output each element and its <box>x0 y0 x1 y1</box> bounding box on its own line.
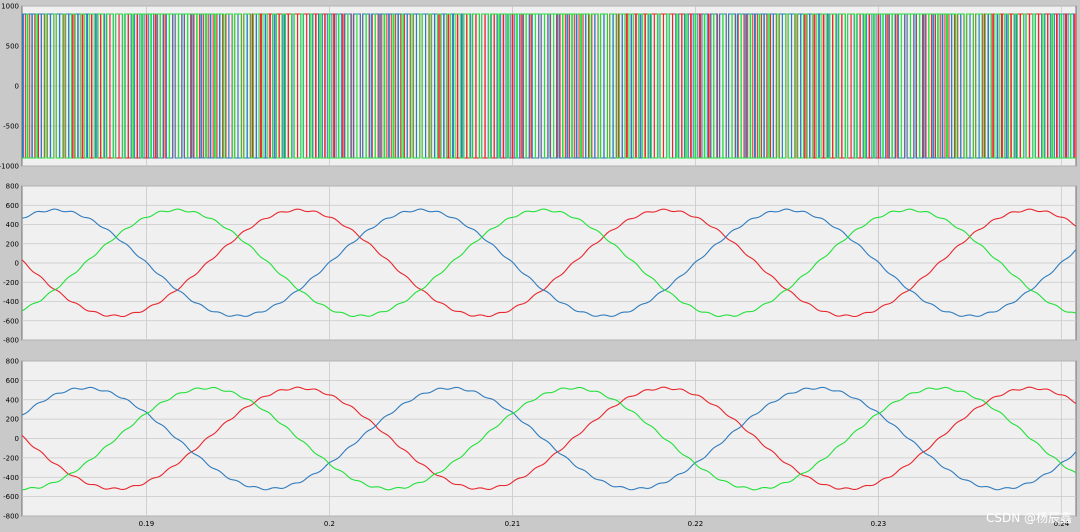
scope-panel-3: 800 600 400 200 0 -200 -400 -600 -800 <box>3 358 1077 521</box>
y-tick-label: 0 <box>15 435 19 443</box>
y-tick-label: 800 <box>6 358 19 366</box>
series-line-1 <box>21 386 1077 491</box>
x-tick-label: 0.2 <box>324 520 335 528</box>
x-tick-label: 0.23 <box>871 520 887 528</box>
y-tick-label: 500 <box>6 43 19 51</box>
y-tick-label: 600 <box>6 202 19 210</box>
y-tick-label: 800 <box>6 183 19 191</box>
x-tick-label: 0.24 <box>1054 520 1070 528</box>
y-tick-label: 0 <box>15 260 19 268</box>
y-tick-label: -800 <box>3 513 19 521</box>
y-tick-label: 200 <box>6 416 19 424</box>
y-tick-label: -200 <box>3 279 19 287</box>
y-tick-label: 200 <box>6 240 19 248</box>
x-axis-ticks: 0.19 0.2 0.21 0.22 0.23 0.24 <box>139 520 1070 528</box>
x-tick-label: 0.19 <box>139 520 155 528</box>
watermark: CSDN @杨辰鑫 <box>986 510 1072 525</box>
scope-panel-2: 800 600 400 200 0 -200 -400 -600 -800 <box>3 183 1077 345</box>
series-line-2 <box>22 13 1076 159</box>
x-tick-label: 0.21 <box>505 520 521 528</box>
y-tick-label: 0 <box>15 83 19 91</box>
series-line-1 <box>21 208 1077 318</box>
y-tick-label: -600 <box>3 493 19 501</box>
y-tick-label: -800 <box>3 337 19 345</box>
series-line-3 <box>21 208 1077 317</box>
scope-panels: 1000 500 0 -500 -1000 800 600 400 200 0 -200 -400 -6… <box>0 3 1077 521</box>
scope-panel-1: 1000 500 0 -500 -1000 <box>0 3 1077 171</box>
y-tick-label: 400 <box>6 396 19 404</box>
y-tick-label: 1000 <box>1 3 19 11</box>
y-tick-label: -1000 <box>0 163 19 171</box>
y-tick-label: -500 <box>3 123 19 131</box>
y-tick-label: -200 <box>3 454 19 462</box>
y-tick-label: 600 <box>6 377 19 385</box>
y-tick-label: -400 <box>3 298 19 306</box>
y-tick-label: -600 <box>3 317 19 325</box>
series-line-3 <box>22 13 1076 159</box>
series-line-2 <box>21 208 1077 317</box>
series-line-2 <box>21 386 1077 491</box>
series-line-3 <box>22 386 1077 491</box>
y-tick-label: 400 <box>6 221 19 229</box>
y-tick-label: -400 <box>3 474 19 482</box>
x-tick-label: 0.22 <box>688 520 704 528</box>
